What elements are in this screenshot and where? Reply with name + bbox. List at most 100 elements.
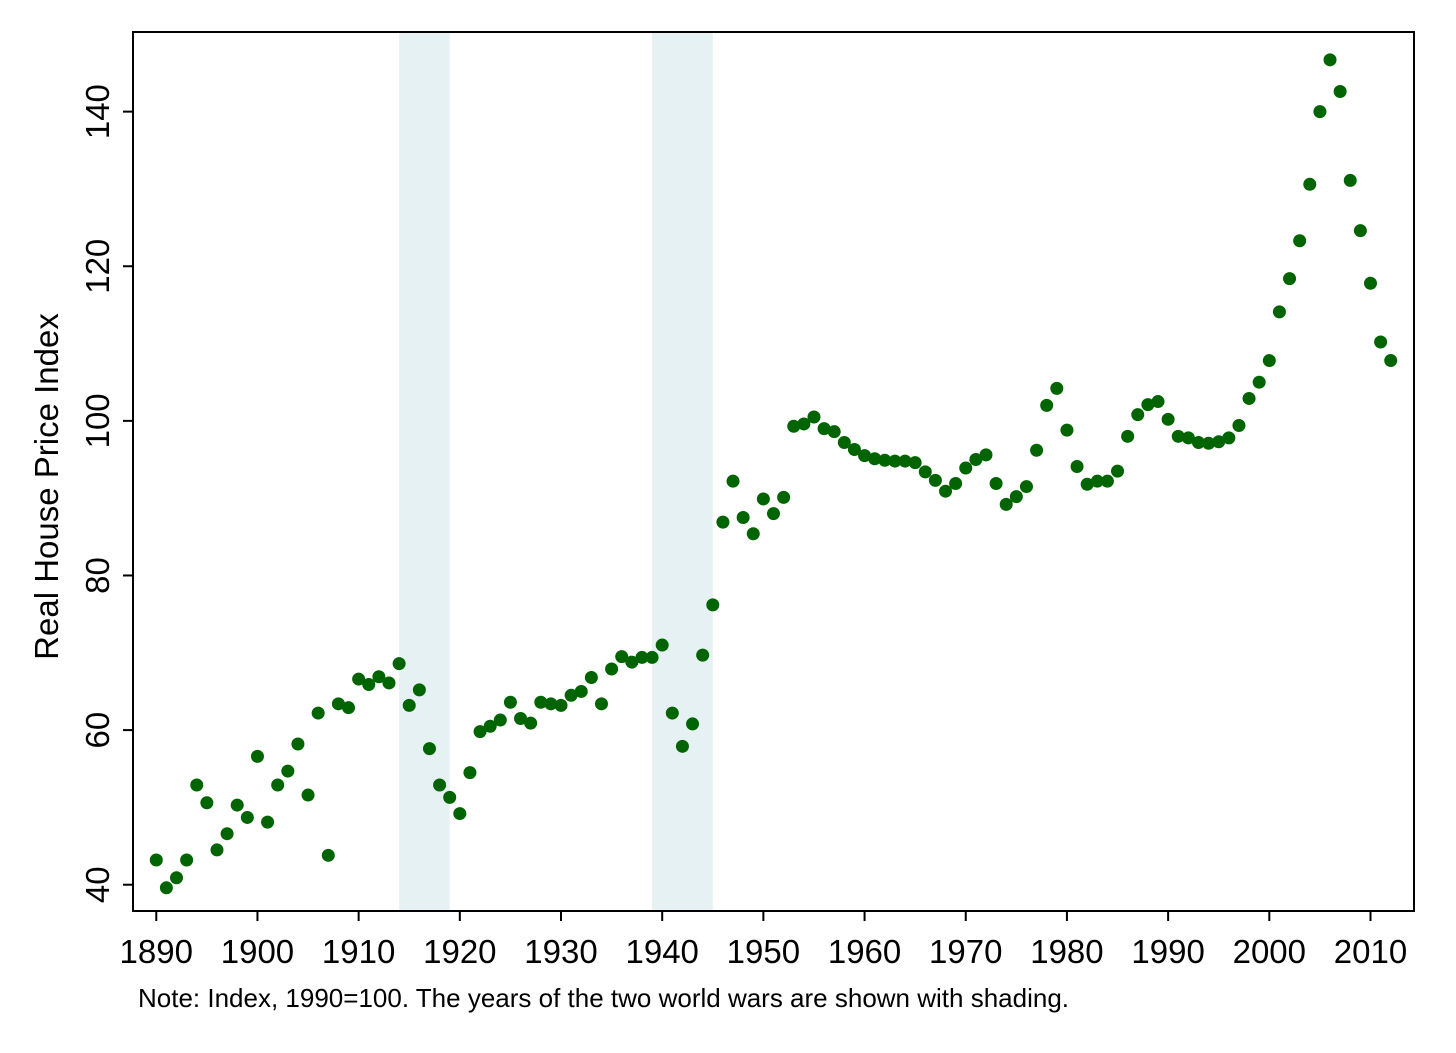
y-tick-label: 40 [79, 866, 116, 903]
data-point [979, 448, 993, 462]
data-point [858, 449, 872, 463]
data-point [1323, 53, 1337, 67]
x-tick-label: 2000 [1233, 933, 1306, 970]
data-point [696, 648, 710, 662]
data-point [271, 778, 285, 792]
data-points [149, 53, 1398, 895]
data-point [837, 436, 851, 450]
data-point [483, 719, 497, 733]
data-point [372, 670, 386, 684]
chart-note: Note: Index, 1990=100. The years of the … [138, 983, 1069, 1013]
data-point [918, 465, 932, 479]
data-point [1262, 354, 1276, 368]
data-point [1343, 173, 1357, 187]
x-axis: 1890 1900 1910 1920 1930 1940 1950 1960 1970 1980… [120, 911, 1407, 970]
data-point [908, 456, 922, 470]
data-point [1272, 305, 1286, 319]
data-point [382, 676, 396, 690]
y-tick-label: 120 [79, 239, 116, 294]
x-tick-label: 1970 [929, 933, 1002, 970]
data-point [433, 778, 447, 792]
data-point [352, 672, 366, 686]
data-point [342, 701, 356, 715]
data-point [1384, 354, 1398, 368]
data-point [797, 417, 811, 431]
data-point [422, 742, 436, 756]
data-point [1121, 429, 1135, 443]
data-point [392, 657, 406, 671]
data-point [443, 790, 457, 804]
data-point [868, 452, 882, 466]
data-point [1171, 429, 1185, 443]
data-point [665, 706, 679, 720]
data-point [1353, 224, 1367, 238]
data-point [1070, 459, 1084, 473]
plot-frame [132, 31, 1415, 912]
y-tick-label: 140 [79, 84, 116, 139]
data-point [1100, 474, 1114, 488]
data-point [493, 713, 507, 727]
data-point [1374, 335, 1388, 349]
war-shading-layer [399, 32, 713, 911]
data-point [1161, 412, 1175, 426]
y-tick-label: 80 [79, 557, 116, 594]
data-point [959, 461, 973, 475]
data-point [1363, 276, 1377, 290]
data-point [898, 454, 912, 468]
data-point [969, 453, 983, 467]
data-point [1232, 419, 1246, 433]
data-point [1293, 234, 1307, 248]
war-shading-band-2 [652, 32, 713, 911]
data-point [736, 510, 750, 524]
x-tick-label: 1960 [828, 933, 901, 970]
data-point [949, 476, 963, 490]
data-point [453, 807, 467, 821]
data-point [180, 853, 194, 867]
x-tick-label: 1900 [221, 933, 294, 970]
data-point [1242, 391, 1256, 405]
data-point [787, 419, 801, 433]
data-point [635, 650, 649, 664]
data-point [817, 422, 831, 436]
data-point [726, 474, 740, 488]
data-point [1333, 85, 1347, 99]
data-point [645, 650, 659, 664]
data-point [928, 473, 942, 487]
data-point [190, 778, 204, 792]
y-tick-label: 100 [79, 393, 116, 448]
x-tick-label: 1890 [120, 933, 193, 970]
data-point [1303, 177, 1317, 191]
data-point [554, 698, 568, 712]
data-point [827, 425, 841, 439]
x-tick-label: 1990 [1131, 933, 1204, 970]
data-point [686, 717, 700, 731]
data-point [605, 662, 619, 676]
data-point [149, 853, 163, 867]
x-tick-label: 1980 [1030, 933, 1103, 970]
data-point [625, 655, 639, 669]
y-axis: 40 60 80 100 120 140 [79, 84, 133, 903]
data-point [1141, 398, 1155, 412]
data-point [200, 796, 214, 810]
data-point [1283, 272, 1297, 286]
x-tick-label: 1950 [727, 933, 800, 970]
data-point [574, 684, 588, 698]
data-point [1060, 423, 1074, 437]
y-tick-label: 60 [79, 712, 116, 749]
data-point [655, 638, 669, 652]
data-point [301, 788, 315, 802]
data-point [615, 650, 629, 664]
data-point [584, 671, 598, 685]
data-point [1019, 480, 1033, 494]
x-tick-label: 1930 [524, 933, 597, 970]
data-point [1111, 464, 1125, 478]
data-point [706, 598, 720, 612]
data-point [564, 688, 578, 702]
x-tick-label: 1920 [423, 933, 496, 970]
data-point [1191, 436, 1205, 450]
data-point [534, 695, 548, 709]
data-point [1090, 474, 1104, 488]
data-point [888, 454, 902, 468]
data-point [514, 712, 528, 726]
data-point [1202, 436, 1216, 450]
